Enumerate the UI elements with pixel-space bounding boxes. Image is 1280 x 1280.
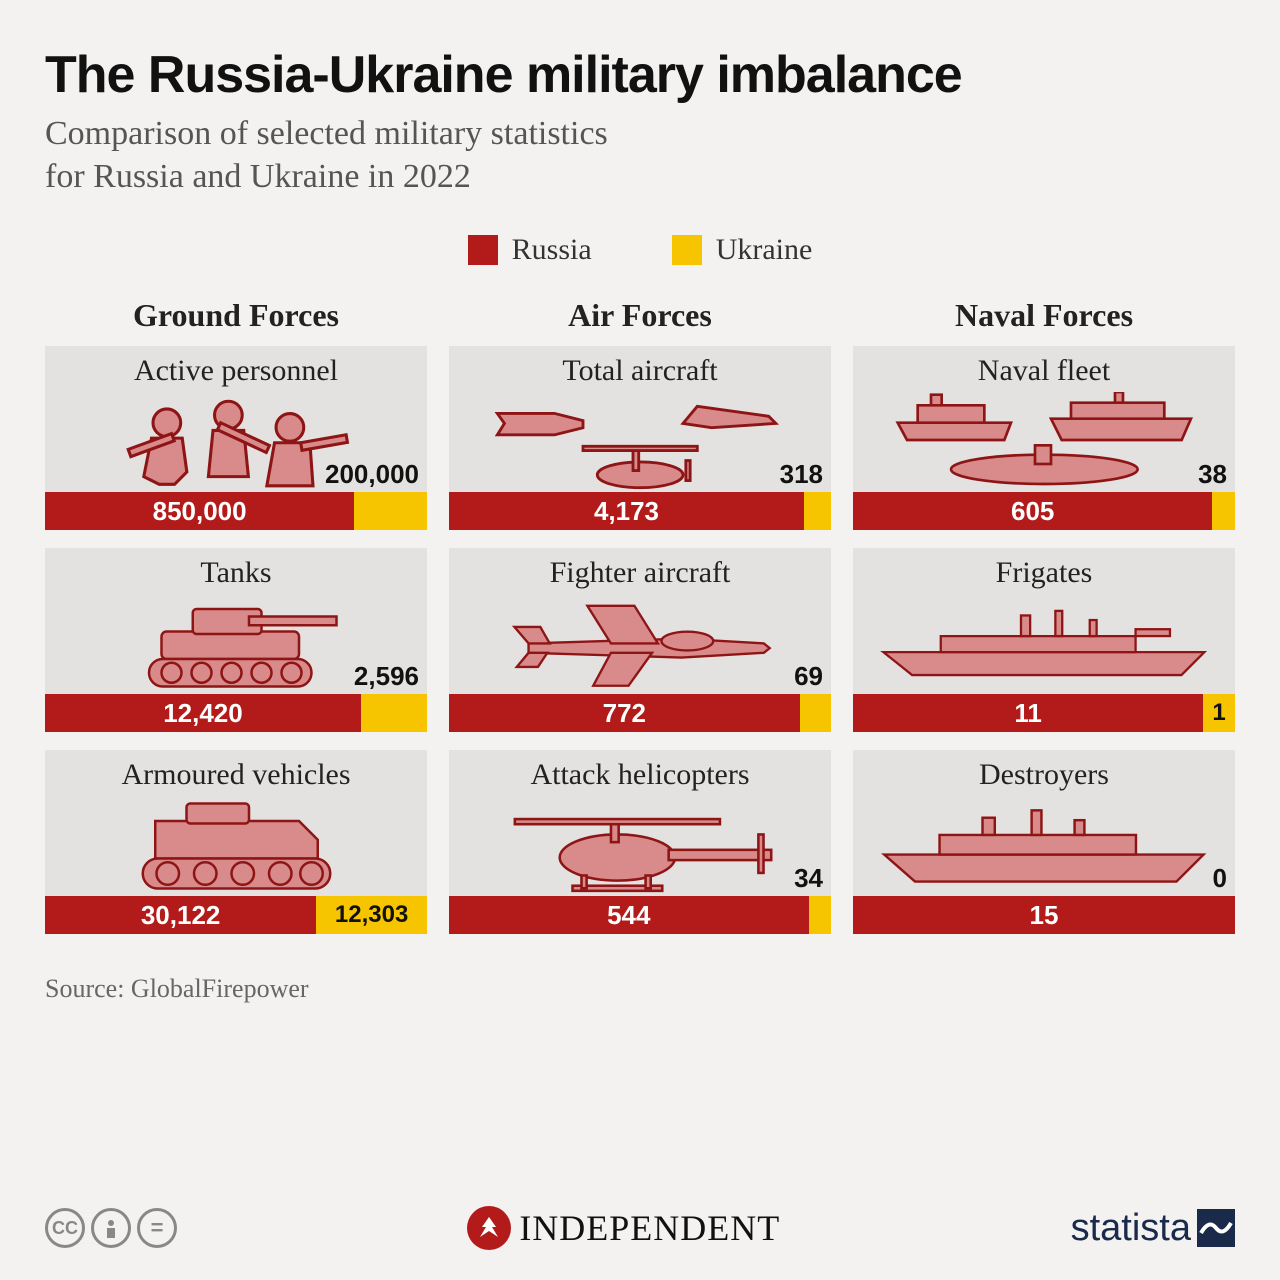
comparison-bar: 30,122 12,303 <box>45 896 427 934</box>
ukraine-bar <box>809 896 831 934</box>
ukraine-value: 38 <box>1198 459 1227 490</box>
col-header-air: Air Forces <box>449 297 831 334</box>
stat-card: Armoured vehicles 30,122 12,303 <box>45 750 427 934</box>
card-icon-area: 2,596 <box>45 594 427 694</box>
card-title: Fighter aircraft <box>449 556 831 590</box>
ukraine-value: 0 <box>1213 863 1227 894</box>
helicopter-icon <box>502 796 778 896</box>
ukraine-value: 69 <box>794 661 823 692</box>
russia-swatch <box>468 235 498 265</box>
stat-card: Fighter aircraft 69 772 <box>449 548 831 732</box>
cards-grid: Active personnel 200,000 850,000 Total a… <box>45 346 1235 934</box>
ukraine-bar <box>361 694 427 732</box>
stat-card: Total aircraft 318 4,173 <box>449 346 831 530</box>
stat-card: Naval fleet 38 605 <box>853 346 1235 530</box>
chart-grid: Ground Forces Air Forces Naval Forces <box>45 297 1235 340</box>
independent-logo: INDEPENDENT <box>467 1206 780 1250</box>
ukraine-value: 2,596 <box>354 661 419 692</box>
source-line: Source: GlobalFirepower <box>45 974 1235 1004</box>
aircraft-mix-icon <box>483 392 797 492</box>
comparison-bar: 12,420 <box>45 694 427 732</box>
russia-bar: 850,000 <box>45 492 354 530</box>
soldiers-icon <box>113 392 359 492</box>
card-title: Attack helicopters <box>449 758 831 792</box>
col-header-naval: Naval Forces <box>853 297 1235 334</box>
ukraine-bar: 1 <box>1203 694 1235 732</box>
card-icon-area: 318 <box>449 392 831 492</box>
card-title: Active personnel <box>45 354 427 388</box>
statista-logo: statista <box>1071 1207 1235 1250</box>
ukraine-value: 34 <box>794 863 823 894</box>
russia-bar: 30,122 <box>45 896 316 934</box>
russia-bar: 12,420 <box>45 694 361 732</box>
card-title: Frigates <box>853 556 1235 590</box>
ukraine-value: 200,000 <box>325 459 419 490</box>
card-icon-area: 200,000 <box>45 392 427 492</box>
stat-card: Active personnel 200,000 850,000 <box>45 346 427 530</box>
comparison-bar: 4,173 <box>449 492 831 530</box>
comparison-bar: 15 <box>853 896 1235 934</box>
card-title: Armoured vehicles <box>45 758 427 792</box>
frigate-icon <box>872 604 1216 684</box>
statista-text: statista <box>1071 1207 1191 1250</box>
comparison-bar: 544 <box>449 896 831 934</box>
card-icon-area: 38 <box>853 392 1235 492</box>
russia-bar: 15 <box>853 896 1235 934</box>
ukraine-swatch <box>672 235 702 265</box>
card-title: Total aircraft <box>449 354 831 388</box>
card-title: Destroyers <box>853 758 1235 792</box>
footer: CC = INDEPENDENT statista <box>45 1206 1235 1250</box>
ukraine-value: 318 <box>780 459 823 490</box>
stat-card: Attack helicopters 34 544 <box>449 750 831 934</box>
ukraine-bar <box>1212 492 1235 530</box>
ukraine-bar <box>800 694 831 732</box>
cc-icon: CC <box>45 1208 85 1248</box>
card-title: Tanks <box>45 556 427 590</box>
fighter-icon <box>505 594 776 694</box>
ukraine-bar <box>354 492 427 530</box>
russia-bar: 772 <box>449 694 800 732</box>
stat-card: Tanks 2,596 12,420 <box>45 548 427 732</box>
naval-mix-icon <box>891 392 1198 492</box>
legend-russia: Russia <box>468 233 592 267</box>
destroyer-icon <box>872 803 1216 889</box>
page-subtitle: Comparison of selected military statisti… <box>45 113 1235 198</box>
nd-icon: = <box>137 1208 177 1248</box>
col-header-ground: Ground Forces <box>45 297 427 334</box>
card-icon-area <box>45 796 427 896</box>
statista-wave-icon <box>1197 1209 1235 1247</box>
russia-bar: 4,173 <box>449 492 804 530</box>
comparison-bar: 11 1 <box>853 694 1235 732</box>
russia-bar: 605 <box>853 492 1212 530</box>
page-title: The Russia-Ukraine military imbalance <box>45 45 1235 105</box>
comparison-bar: 772 <box>449 694 831 732</box>
legend: Russia Ukraine <box>45 233 1235 267</box>
cc-license-icons: CC = <box>45 1208 177 1248</box>
comparison-bar: 605 <box>853 492 1235 530</box>
card-icon-area: 34 <box>449 796 831 896</box>
tank-icon <box>124 594 349 694</box>
apc-icon <box>124 796 349 896</box>
ukraine-label: Ukraine <box>716 233 813 267</box>
ukraine-bar <box>804 492 831 530</box>
legend-ukraine: Ukraine <box>672 233 813 267</box>
russia-bar: 544 <box>449 896 809 934</box>
stat-card: Frigates 11 1 <box>853 548 1235 732</box>
stat-card: Destroyers 0 15 <box>853 750 1235 934</box>
card-title: Naval fleet <box>853 354 1235 388</box>
card-icon-area <box>853 594 1235 694</box>
russia-bar: 11 <box>853 694 1203 732</box>
independent-text: INDEPENDENT <box>519 1207 780 1249</box>
independent-eagle-icon <box>467 1206 511 1250</box>
card-icon-area: 69 <box>449 594 831 694</box>
russia-label: Russia <box>512 233 592 267</box>
card-icon-area: 0 <box>853 796 1235 896</box>
by-icon <box>91 1208 131 1248</box>
ukraine-bar: 12,303 <box>316 896 427 934</box>
comparison-bar: 850,000 <box>45 492 427 530</box>
